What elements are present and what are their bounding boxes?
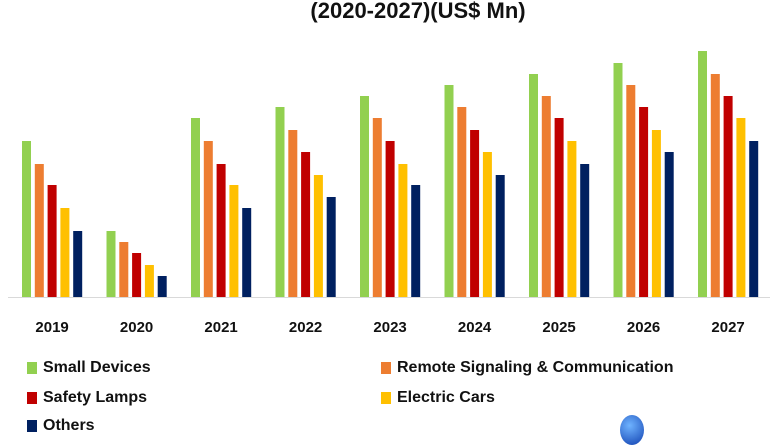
bar-2025-safety-lamps [554,118,564,297]
bar-2022-small-devices [275,107,285,297]
bar-2022-safety-lamps [301,152,311,297]
bar-2019-others [73,231,83,297]
chart-title: (2020-2027)(US$ Mn) [310,0,526,23]
bar-2021-safety-lamps [216,164,226,297]
x-tick-label: 2027 [711,319,744,336]
bar-2026-safety-lamps [639,107,649,297]
bar-2020-others [157,276,167,297]
bar-2027-safety-lamps [723,96,733,297]
x-tick-label: 2026 [627,319,660,336]
bar-2025-small-devices [529,74,538,297]
bar-2026-small-devices [613,63,623,297]
bar-2019-remote-signaling-communication [34,164,44,297]
bar-2024-small-devices [444,85,454,297]
legend-swatch [27,392,37,404]
bar-2022-others [326,197,336,297]
bar-2026-remote-signaling-communication [626,85,636,297]
bar-2027-remote-signaling-communication [710,74,720,297]
bar-2021-small-devices [191,118,200,297]
bar-2026-electric-cars [651,130,661,297]
legend-label: Small Devices [43,359,151,376]
x-tick-label: 2024 [458,319,492,336]
bar-2021-others [242,208,252,297]
bar-2024-electric-cars [482,152,492,297]
bar-2022-electric-cars [313,175,323,297]
bar-2026-others [664,152,674,297]
bar-2020-safety-lamps [132,253,142,297]
x-tick-label: 2021 [204,319,237,336]
bar-2023-small-devices [360,96,369,297]
bar-2024-others [495,175,505,297]
legend-label: Remote Signaling & Communication [397,359,674,376]
legend-label: Safety Lamps [43,389,148,406]
x-tick-label: 2022 [289,319,322,336]
legend-item: Electric Cars [381,388,495,408]
bar-2019-small-devices [22,141,31,297]
bar-2024-remote-signaling-communication [457,107,467,297]
bar-2023-safety-lamps [385,141,395,297]
bar-2020-small-devices [106,231,116,297]
x-tick-label: 2025 [542,319,575,336]
legend-swatch [381,392,391,404]
bar-2020-electric-cars [144,265,154,297]
x-tick-label: 2019 [35,319,68,336]
legend-label: Electric Cars [397,389,495,406]
bar-2024-safety-lamps [470,130,480,297]
bar-2020-remote-signaling-communication [119,242,129,297]
bar-2023-remote-signaling-communication [372,118,382,297]
legend-swatch [381,362,391,374]
legend-swatch [27,362,37,374]
bar-2025-others [580,164,590,297]
legend-item: Safety Lamps [27,388,147,408]
bar-2023-others [411,185,421,297]
bar-2027-small-devices [698,51,707,297]
legend-swatch [27,420,37,432]
bar-2019-safety-lamps [47,185,57,297]
legend-label: Others [43,417,95,434]
bar-2025-remote-signaling-communication [541,96,551,297]
bar-2019-electric-cars [60,208,70,297]
bar-2021-remote-signaling-communication [203,141,213,297]
bar-2025-electric-cars [567,141,577,297]
legend-item: Small Devices [27,358,151,378]
legend-item: Others [27,416,95,436]
bar-2027-others [749,141,759,297]
bar-2021-electric-cars [229,185,239,297]
bar-2027-electric-cars [736,118,746,297]
legend-item: Remote Signaling & Communication [381,358,673,378]
x-tick-label: 2023 [373,319,406,336]
bar-2022-remote-signaling-communication [288,130,298,297]
x-tick-label: 2020 [120,319,153,336]
globe-logo-icon [620,415,644,445]
bar-2023-electric-cars [398,164,408,297]
